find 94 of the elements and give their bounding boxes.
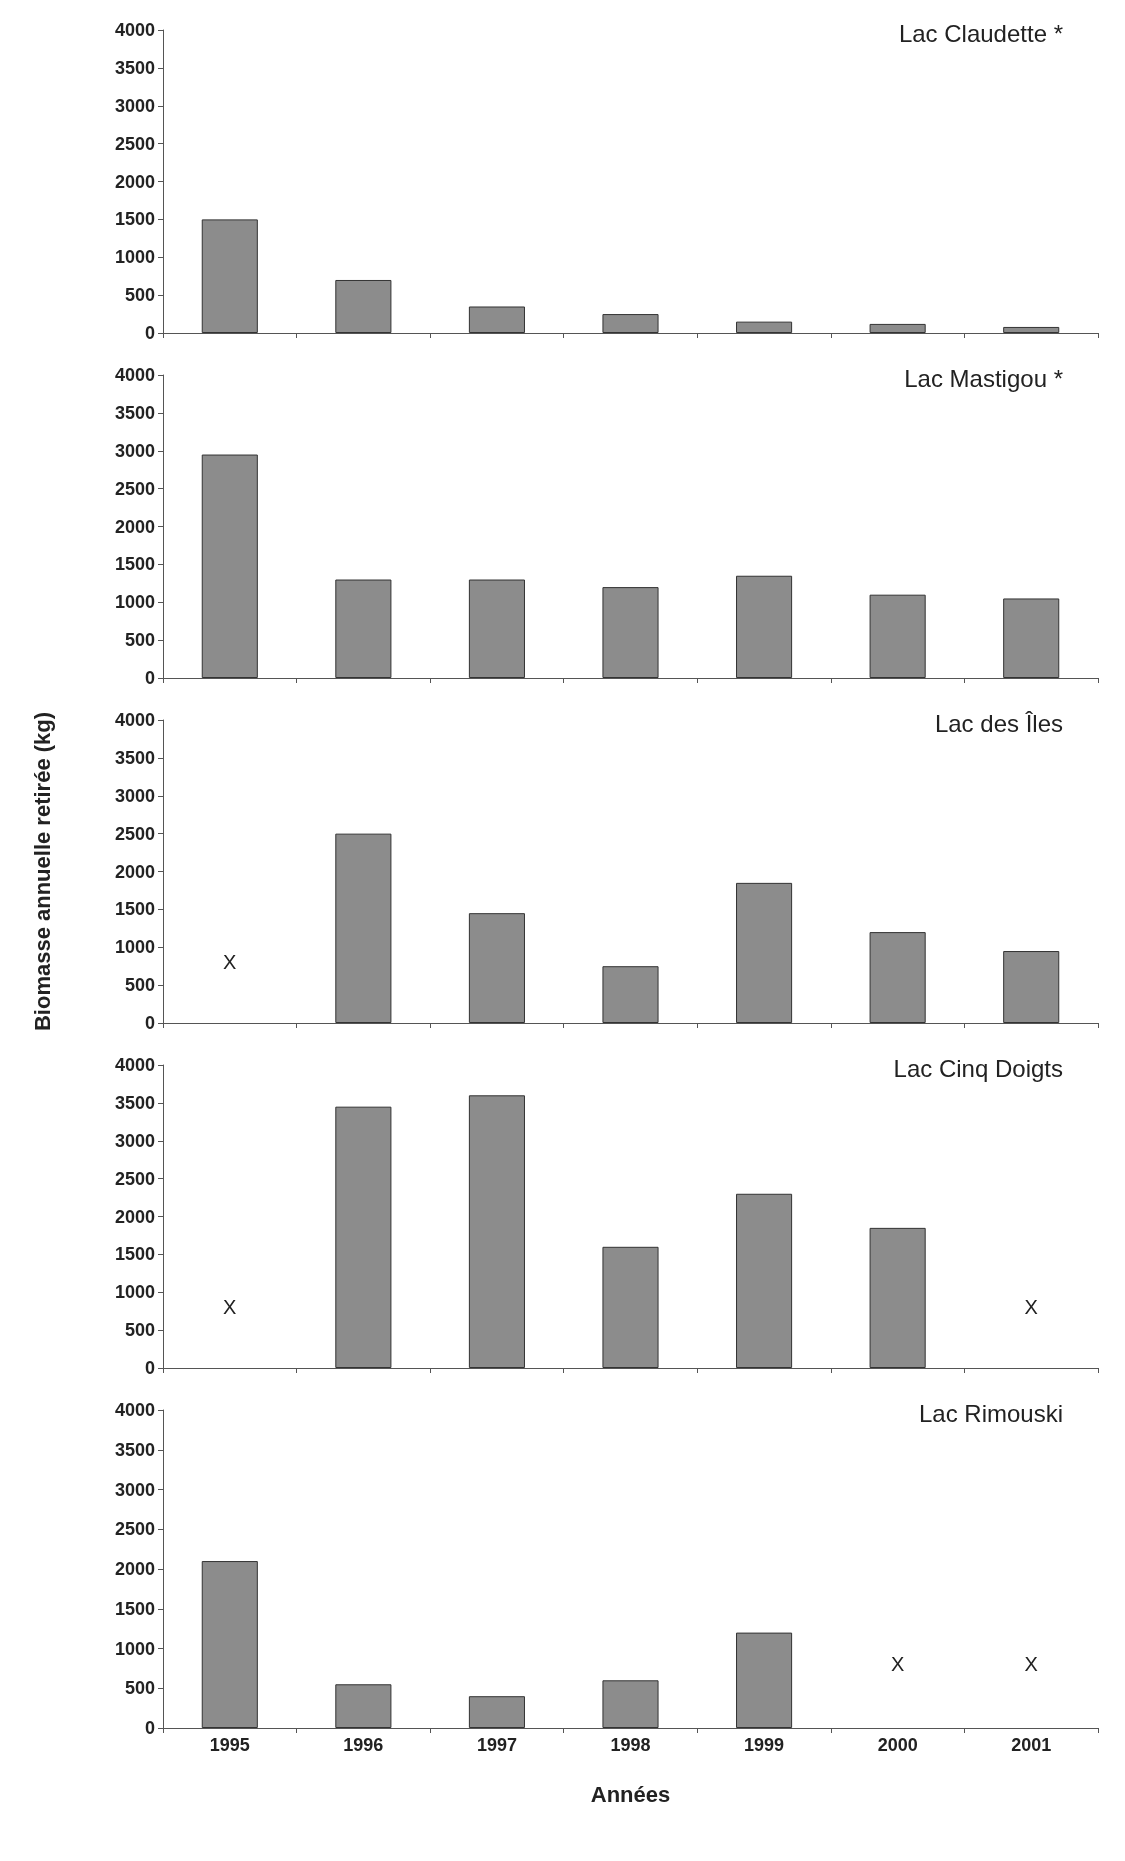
bar bbox=[335, 833, 392, 1023]
y-tick-label: 3500 bbox=[114, 1092, 155, 1113]
chart-title: Lac Mastigou * bbox=[904, 364, 1064, 392]
annotation: X bbox=[1024, 1653, 1038, 1676]
bar bbox=[736, 321, 793, 333]
y-tick-label: 0 bbox=[144, 1718, 155, 1738]
y-tick-label: 3500 bbox=[114, 747, 155, 768]
y-tick-label: 3500 bbox=[114, 1439, 155, 1460]
bar bbox=[201, 1561, 258, 1728]
y-tick-label: 500 bbox=[124, 975, 155, 996]
y-tick-label: 1500 bbox=[114, 1244, 155, 1265]
y-tick-label: 2500 bbox=[114, 478, 155, 499]
x-tick-label: 1995 bbox=[209, 1735, 250, 1755]
bar bbox=[1003, 951, 1060, 1023]
y-tick-label: 2000 bbox=[114, 516, 155, 537]
bar bbox=[602, 314, 659, 333]
y-tick-label: 0 bbox=[144, 668, 155, 688]
y-tick-label: 0 bbox=[144, 1358, 155, 1378]
y-tick-label: 1500 bbox=[114, 1598, 155, 1619]
y-tick-label: 2000 bbox=[114, 861, 155, 882]
x-axis-title: Années bbox=[590, 1781, 671, 1807]
y-tick-label: 2000 bbox=[114, 1206, 155, 1227]
y-tick-label: 1000 bbox=[114, 1638, 155, 1659]
bar bbox=[869, 932, 926, 1023]
bar bbox=[1003, 326, 1060, 333]
y-tick-label: 2500 bbox=[114, 1519, 155, 1540]
y-tick-label: 4000 bbox=[114, 365, 155, 385]
y-tick-label: 500 bbox=[124, 1320, 155, 1341]
y-tick-label: 2000 bbox=[114, 171, 155, 192]
y-tick-label: 1000 bbox=[114, 592, 155, 613]
annotation: X bbox=[1024, 1296, 1038, 1319]
y-tick-label: 3000 bbox=[114, 440, 155, 461]
bar bbox=[869, 594, 926, 678]
y-tick-label: 0 bbox=[144, 323, 155, 343]
chart-title: Lac Rimouski bbox=[918, 1399, 1063, 1427]
y-tick-label: 3000 bbox=[114, 1479, 155, 1500]
bar bbox=[602, 1680, 659, 1728]
y-tick-label: 3000 bbox=[114, 1130, 155, 1151]
bar bbox=[869, 323, 926, 333]
y-tick-label: 2000 bbox=[114, 1559, 155, 1579]
y-tick-label: 1500 bbox=[114, 209, 155, 230]
bar bbox=[602, 587, 659, 678]
y-axis-title: Biomasse annuelle retirée (kg) bbox=[29, 711, 55, 1032]
bar bbox=[736, 882, 793, 1023]
bar bbox=[468, 1095, 525, 1368]
bar bbox=[602, 966, 659, 1023]
x-tick-label: 1998 bbox=[610, 1735, 651, 1755]
bar bbox=[1003, 598, 1060, 678]
bar bbox=[335, 579, 392, 678]
y-tick-label: 0 bbox=[144, 1013, 155, 1033]
x-tick-label: 1997 bbox=[476, 1735, 517, 1755]
annotation: X bbox=[223, 951, 237, 974]
bar bbox=[602, 1246, 659, 1368]
chart-title: Lac Claudette * bbox=[898, 19, 1063, 47]
bar bbox=[468, 306, 525, 333]
annotation: X bbox=[223, 1296, 237, 1319]
bar bbox=[736, 1632, 793, 1728]
x-tick-label: 1999 bbox=[744, 1735, 785, 1755]
y-tick-label: 3500 bbox=[114, 57, 155, 78]
bar bbox=[201, 454, 258, 678]
bar bbox=[468, 1696, 525, 1728]
bar bbox=[335, 1684, 392, 1728]
y-tick-label: 1000 bbox=[114, 1282, 155, 1303]
y-tick-label: 4000 bbox=[114, 1400, 155, 1420]
chart-title: Lac des Îles bbox=[934, 709, 1063, 737]
y-tick-label: 500 bbox=[124, 285, 155, 306]
y-tick-label: 500 bbox=[124, 1678, 155, 1699]
y-tick-label: 500 bbox=[124, 630, 155, 651]
y-tick-label: 2500 bbox=[114, 133, 155, 154]
y-tick-label: 3500 bbox=[114, 402, 155, 423]
y-tick-label: 1000 bbox=[114, 247, 155, 268]
y-tick-label: 2500 bbox=[114, 1168, 155, 1189]
bar bbox=[468, 579, 525, 678]
y-tick-label: 4000 bbox=[114, 20, 155, 40]
y-tick-label: 1000 bbox=[114, 937, 155, 958]
y-tick-label: 1500 bbox=[114, 899, 155, 920]
bar bbox=[468, 913, 525, 1023]
bar bbox=[736, 575, 793, 678]
y-tick-label: 3000 bbox=[114, 785, 155, 806]
bar bbox=[201, 219, 258, 333]
bar bbox=[335, 1106, 392, 1368]
x-tick-label: 2000 bbox=[877, 1735, 918, 1755]
bar bbox=[736, 1193, 793, 1368]
y-tick-label: 4000 bbox=[114, 710, 155, 730]
y-tick-label: 3000 bbox=[114, 95, 155, 116]
bar bbox=[869, 1227, 926, 1368]
y-tick-label: 1500 bbox=[114, 554, 155, 575]
bar bbox=[335, 279, 392, 333]
x-tick-label: 2001 bbox=[1011, 1735, 1052, 1755]
chart-title: Lac Cinq Doigts bbox=[893, 1054, 1063, 1082]
y-tick-label: 4000 bbox=[114, 1055, 155, 1075]
annotation: X bbox=[890, 1653, 905, 1676]
x-tick-label: 1996 bbox=[343, 1735, 384, 1755]
y-tick-label: 2500 bbox=[114, 823, 155, 844]
